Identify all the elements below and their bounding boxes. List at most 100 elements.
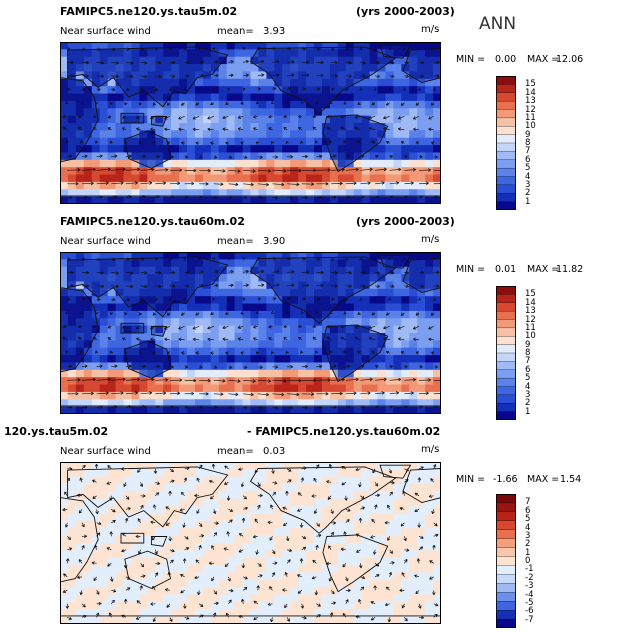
wind-arrow: [213, 169, 226, 173]
map-cell: [274, 196, 283, 204]
map-cell: [433, 274, 441, 283]
wind-arrow: [272, 283, 280, 287]
wind-arrow: [125, 61, 134, 65]
map-cell: [337, 56, 347, 65]
map-cell: [115, 174, 125, 183]
map-cell: [290, 601, 299, 610]
map-cell: [194, 259, 204, 268]
wind-arrow: [62, 336, 68, 341]
map-cell: [83, 557, 93, 566]
map-cell: [345, 391, 355, 400]
map-cell: [282, 579, 291, 588]
map-cell: [314, 579, 323, 588]
map-cell: [67, 484, 77, 493]
map-cell: [218, 145, 228, 154]
map-cell: [385, 535, 394, 544]
map-cell: [218, 579, 228, 588]
map-cell: [131, 152, 140, 161]
map-cell: [409, 93, 418, 102]
wind-arrow: [255, 141, 260, 145]
wind-arrow: [402, 87, 406, 91]
map-cell: [171, 56, 180, 65]
wind-arrow: [77, 324, 83, 329]
map-cell: [337, 469, 347, 478]
wind-arrow: [243, 576, 248, 580]
wind-arrow: [345, 167, 359, 172]
wind-arrow: [359, 563, 363, 569]
map-cell: [377, 296, 387, 305]
map-cell: [258, 616, 267, 624]
colorbar-tick-label: 4: [525, 381, 531, 392]
map-cell: [123, 189, 133, 198]
wind-arrow: [179, 508, 185, 512]
map-cell: [91, 318, 101, 327]
map-cell: [171, 579, 180, 588]
map-cell: [433, 93, 441, 102]
wind-arrow: [418, 391, 429, 395]
map-cell: [171, 484, 180, 493]
map-cell: [409, 288, 418, 297]
map-cell: [409, 498, 418, 507]
map-cell: [226, 100, 236, 109]
map-cell: [91, 108, 101, 117]
map-cell: [353, 296, 363, 305]
map-cell: [67, 535, 77, 544]
map-cell: [274, 333, 283, 341]
map-cell: [290, 587, 299, 596]
wind-arrow: [184, 181, 195, 186]
map-cell: [131, 362, 140, 371]
wind-arrow: [272, 561, 278, 565]
wind-arrow: [301, 47, 306, 51]
map-cell: [242, 384, 252, 393]
map-cell: [194, 469, 204, 478]
map-cell: [163, 616, 172, 624]
wind-arrow: [197, 257, 201, 261]
map-cell: [274, 274, 283, 283]
map-cell: [60, 259, 69, 268]
map-cell: [123, 469, 133, 478]
wind-arrow: [138, 351, 143, 355]
map-cell: [329, 550, 339, 559]
wind-arrow: [243, 182, 254, 187]
map-cell: [107, 384, 117, 393]
map-cell: [131, 462, 140, 470]
map-cell: [91, 399, 101, 408]
map-cell: [393, 93, 402, 102]
map-cell: [393, 469, 402, 478]
map-cell: [298, 167, 307, 176]
map-cell: [393, 130, 402, 139]
map-cell: [226, 399, 236, 408]
wind-arrow: [360, 74, 366, 78]
wind-arrow: [331, 405, 337, 410]
map-cell: [187, 152, 196, 161]
map-cell: [202, 86, 212, 95]
map-cell: [377, 535, 387, 544]
map-cell: [314, 100, 323, 109]
wind-arrow: [184, 536, 189, 540]
map-cell: [282, 318, 291, 327]
map-cell: [377, 587, 387, 596]
map-cell: [417, 123, 426, 131]
map-cell: [282, 550, 291, 559]
map-cell: [250, 476, 260, 485]
map-cell: [194, 484, 204, 493]
map-cell: [107, 259, 117, 268]
map-cell: [345, 520, 355, 529]
map-cell: [393, 340, 402, 349]
map-cell: [361, 476, 371, 485]
map-cell: [163, 355, 172, 364]
map-cell: [337, 491, 347, 500]
colorbar-frame: [496, 286, 516, 420]
map-cell: [131, 355, 140, 364]
map-cell: [91, 528, 101, 537]
map-cell: [226, 616, 236, 624]
map-cell: [321, 64, 331, 73]
wind-arrow: [433, 533, 439, 538]
map-cell: [401, 377, 410, 386]
map-cell: [417, 108, 426, 117]
map-cell: [433, 462, 441, 470]
wind-arrow: [286, 468, 292, 472]
map-cell: [218, 137, 228, 146]
map-cell: [202, 189, 212, 198]
map-cell: [91, 484, 101, 493]
